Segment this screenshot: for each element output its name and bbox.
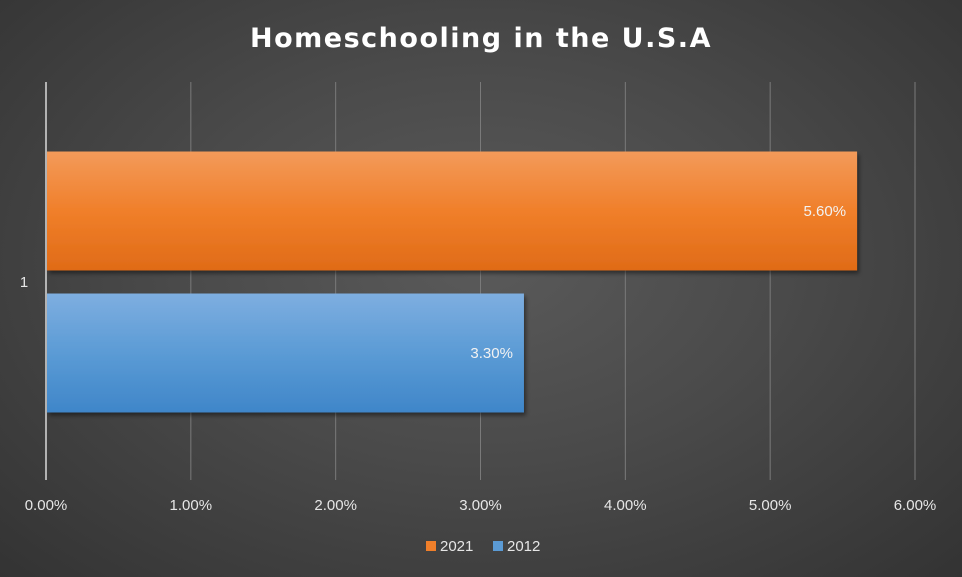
bar-2021: [47, 151, 858, 271]
x-tick-label: 2.00%: [314, 497, 357, 514]
legend-swatch-2012: [493, 541, 503, 551]
bars: 5.60% 3.30%: [47, 151, 858, 413]
x-tick-label: 4.00%: [604, 497, 647, 514]
data-label-2012: 3.30%: [470, 345, 513, 362]
x-tick-label: 1.00%: [170, 497, 213, 514]
x-tick-label: 3.00%: [459, 497, 502, 514]
x-tick-label: 6.00%: [894, 497, 937, 514]
data-label-2021: 5.60%: [804, 203, 847, 220]
bar-2012: [47, 293, 524, 413]
chart-title: Homeschooling in the U.S.A: [250, 23, 712, 54]
y-tick-label: 1: [20, 274, 28, 291]
axes: 0.00% 1.00% 2.00% 3.00% 4.00% 5.00% 6.00% 1: [20, 82, 936, 514]
legend: 2021 2012: [426, 538, 540, 555]
x-tick-label: 0.00%: [25, 497, 68, 514]
x-tick-label: 5.00%: [749, 497, 792, 514]
gridlines: [190, 82, 916, 480]
legend-label-2012: 2012: [507, 538, 540, 555]
legend-label-2021: 2021: [440, 538, 473, 555]
legend-swatch-2021: [426, 541, 436, 551]
